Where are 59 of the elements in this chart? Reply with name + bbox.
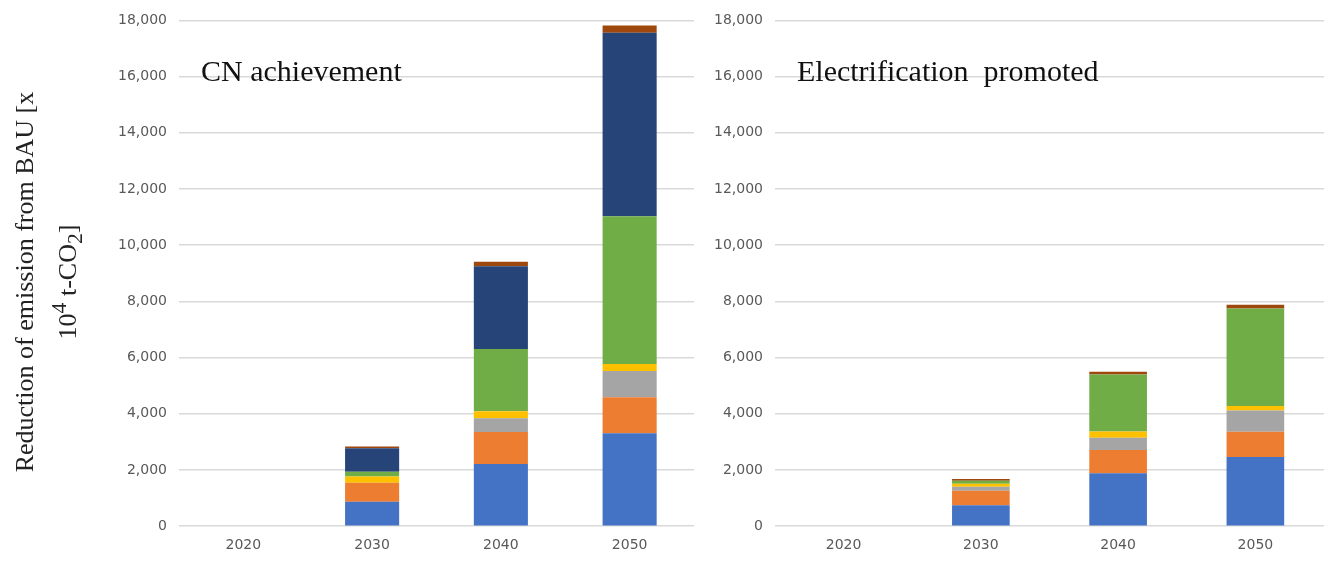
bar: [602, 216, 657, 365]
bar: [602, 364, 657, 372]
text: Electrification promoted: [796, 54, 1099, 88]
bar: [952, 505, 1010, 526]
x-tick-label: 2030: [354, 536, 390, 553]
y-tick-label: 12,000: [713, 179, 763, 196]
x-tick-label: 2020: [225, 536, 262, 553]
y-tick-label: 16,000: [713, 67, 763, 84]
y-tick-label: 2,000: [722, 460, 763, 477]
bar: [1226, 457, 1285, 526]
bar: [1089, 450, 1147, 474]
x-tick-label: 2030: [963, 536, 999, 553]
y-tick-label: 16,000: [117, 67, 167, 84]
y-tick-label: 6,000: [722, 348, 763, 365]
bar: [602, 25, 657, 33]
bar: [602, 433, 657, 526]
bar: [345, 448, 400, 472]
x-tick-label: 2040: [1100, 536, 1136, 553]
bar: [473, 411, 528, 419]
bar: [602, 371, 657, 398]
y-tick-label: 8,000: [722, 292, 763, 309]
bar: [345, 501, 400, 526]
y-tick-label: 10,000: [713, 235, 763, 252]
y-tick-label: 6,000: [126, 348, 167, 365]
x-tick-label: 2040: [483, 536, 519, 553]
bar: [1226, 410, 1285, 432]
text: CN achievement: [200, 54, 403, 88]
bar: [602, 397, 657, 434]
bar: [952, 490, 1010, 506]
bar: [1089, 431, 1147, 438]
bar: [952, 486, 1010, 491]
y-tick-label: 0: [754, 516, 763, 533]
y-tick-label: 14,000: [713, 123, 763, 140]
y-tick-label: 18,000: [117, 11, 167, 28]
y-tick-label: 2,000: [126, 460, 167, 477]
y-tick-label: 4,000: [126, 404, 167, 421]
bar: [473, 432, 528, 465]
x-tick-label: 2050: [611, 536, 648, 553]
bar: [1089, 437, 1147, 451]
bar: [473, 464, 528, 526]
y-tick-label: 8,000: [126, 292, 167, 309]
bar: [1089, 374, 1147, 432]
y-tick-label: 14,000: [117, 123, 167, 140]
x-tick-label: 2020: [825, 536, 862, 553]
x-tick-label: 2050: [1237, 536, 1274, 553]
y-tick-label: 10,000: [117, 235, 167, 252]
bar: [345, 482, 400, 502]
bar: [473, 348, 528, 412]
y-tick-label: 12,000: [117, 179, 167, 196]
bar: [1226, 308, 1285, 406]
y-tick-label: 18,000: [713, 11, 763, 28]
bar: [473, 418, 528, 433]
bar: [345, 476, 400, 483]
y-tick-label: 0: [158, 516, 167, 533]
bar: [1089, 473, 1147, 526]
y-tick-label: 4,000: [722, 404, 763, 421]
bar: [1226, 431, 1285, 458]
bar: [602, 32, 657, 217]
bar: [473, 266, 528, 349]
